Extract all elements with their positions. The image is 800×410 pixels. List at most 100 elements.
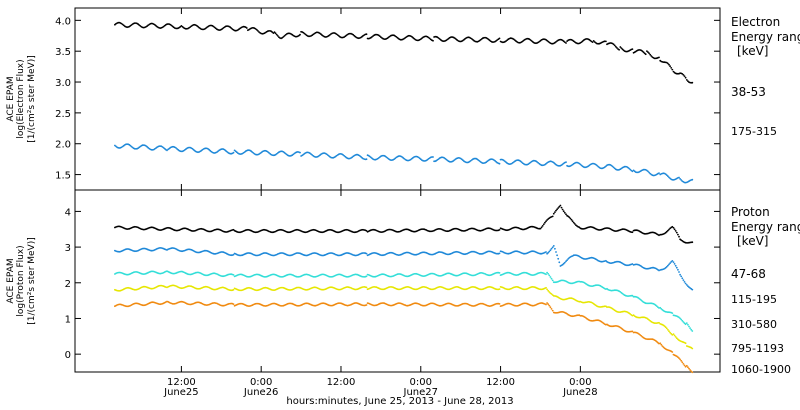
data-point (620, 47, 623, 49)
data-point (548, 304, 551, 307)
data-point (255, 28, 258, 31)
data-point (673, 334, 676, 337)
x-tick-label: 0:00 (250, 377, 272, 388)
data-point (565, 42, 567, 44)
data-point (663, 325, 666, 327)
data-point (569, 217, 572, 220)
data-point (562, 210, 565, 213)
data-point (565, 161, 567, 164)
data-point (558, 261, 561, 264)
data-point (540, 226, 543, 229)
data-point (546, 302, 548, 304)
y-axis-label-line: log(Electron Flux) (16, 59, 26, 138)
data-point (365, 158, 368, 161)
legend-entry: 1060-1900 (731, 363, 791, 376)
legend-title: Electron (731, 15, 780, 29)
x-tick-label: 12:00 (486, 377, 515, 388)
data-point (545, 286, 547, 289)
data-point (498, 288, 501, 290)
data-point (558, 205, 561, 208)
data-point (678, 357, 680, 359)
data-point (672, 226, 675, 229)
data-point (678, 176, 680, 179)
data-point (550, 247, 553, 250)
data-point (678, 271, 680, 273)
data-point (498, 272, 501, 274)
data-point (685, 322, 688, 324)
data-point (682, 363, 685, 365)
data-point (691, 178, 694, 181)
data-point (542, 223, 545, 226)
y-tick-label: 0 (65, 350, 71, 361)
data-point (548, 250, 551, 253)
data-point (274, 32, 277, 35)
data-point (671, 312, 674, 314)
y-tick-label: 3.0 (55, 78, 71, 89)
y-tick-label: 1.5 (55, 171, 71, 182)
data-point (592, 40, 595, 42)
data-point (675, 231, 678, 234)
data-point (545, 251, 547, 253)
data-point (685, 364, 688, 367)
data-point (365, 304, 368, 306)
data-point (563, 211, 566, 214)
legend-title: Energy ranges (731, 30, 800, 44)
data-point (547, 251, 550, 254)
plot-frame (74, 189, 721, 373)
y-tick-label: 4.0 (55, 16, 71, 27)
data-point (675, 266, 678, 269)
data-point (683, 281, 686, 283)
data-point (550, 293, 553, 295)
data-point (679, 358, 681, 361)
data-point (432, 156, 434, 158)
data-point (544, 221, 546, 224)
data-point (674, 264, 677, 267)
y-axis-label-line: log(Proton Flux) (16, 245, 26, 316)
legend-entry: 47-68 (731, 267, 766, 281)
legend-entry: 115-195 (731, 293, 777, 306)
data-point (671, 225, 674, 228)
y-axis-label-line: ACE EPAM (6, 258, 16, 303)
data-point (679, 178, 681, 180)
data-point (554, 247, 556, 250)
legend-entry: 175-315 (731, 125, 777, 138)
data-point (539, 227, 542, 230)
series-47-68 (114, 204, 694, 244)
legend-title: Proton (731, 205, 770, 219)
data-point (498, 37, 501, 40)
data-point (551, 246, 554, 249)
data-point (365, 286, 368, 289)
data-point (567, 258, 570, 260)
data-point (691, 241, 694, 244)
x-axis-label: hours:minutes, June 25, 2013 - June 28, … (286, 396, 513, 407)
data-point (688, 367, 690, 370)
data-point (670, 332, 673, 335)
data-point (232, 288, 235, 291)
data-point (573, 223, 576, 225)
data-point (689, 327, 691, 329)
data-point (659, 306, 662, 309)
data-point (660, 343, 663, 346)
data-point (273, 31, 276, 34)
data-point (365, 252, 368, 255)
data-point (682, 321, 685, 323)
data-point (680, 318, 683, 321)
data-point (679, 273, 681, 276)
series-1060-1900 (114, 300, 694, 374)
data-point (591, 41, 594, 43)
data-point (687, 323, 689, 326)
panel-electron: 1.5 2.0 2.5 3.0 3.5 4.0 ACE EPAM log(Electron F… (6, 7, 800, 191)
data-point (673, 228, 676, 231)
data-point (612, 43, 615, 46)
data-point (669, 262, 671, 264)
data-point (678, 235, 680, 238)
data-point (667, 229, 669, 232)
data-point (631, 330, 634, 333)
data-point (551, 279, 554, 282)
data-point (684, 342, 687, 345)
data-point (669, 331, 671, 334)
data-point (560, 206, 563, 209)
